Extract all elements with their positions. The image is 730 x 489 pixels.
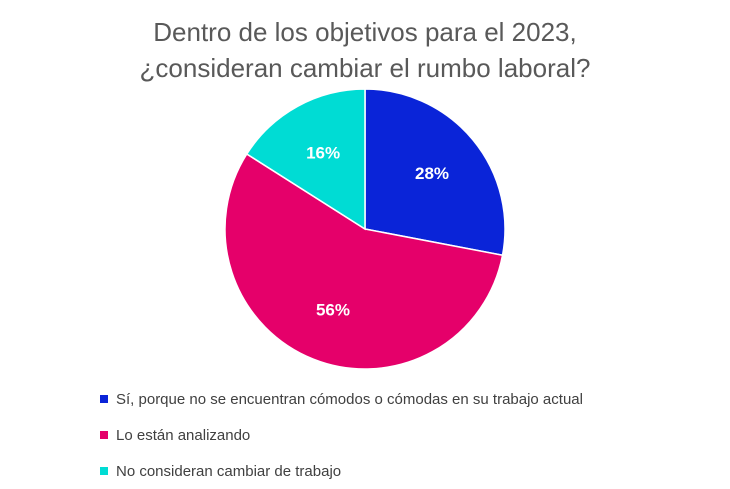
pie-data-labels: 28% 56% 16% [306, 143, 449, 319]
data-label-si: 28% [415, 164, 449, 183]
legend-label-no: No consideran cambiar de trabajo [116, 462, 342, 480]
legend-item-si: Sí, porque no se encuentran cómodos o có… [100, 381, 583, 417]
pie-slice-si [364, 88, 506, 257]
legend-item-no: No consideran cambiar de trabajo [100, 453, 583, 489]
pie-slice-analizando [224, 152, 504, 370]
chart-title-line-2: ¿consideran cambiar el rumbo laboral? [139, 53, 591, 83]
legend-item-analizando: Lo están analizando [100, 417, 583, 453]
data-label-no: 16% [306, 143, 340, 162]
legend-swatch-no [100, 467, 108, 475]
chart-title: Dentro de los objetivos para el 2023, ¿c… [0, 14, 730, 86]
data-label-analizando: 56% [316, 300, 350, 319]
pie-slices [224, 88, 506, 370]
chart-legend: Sí, porque no se encuentran cómodos o có… [100, 381, 583, 489]
legend-label-si: Sí, porque no se encuentran cómodos o có… [116, 390, 583, 408]
legend-swatch-analizando [100, 431, 108, 439]
legend-swatch-si [100, 395, 108, 403]
pie-slice-no [245, 88, 366, 231]
chart-title-line-1: Dentro de los objetivos para el 2023, [153, 17, 577, 47]
legend-label-analizando: Lo están analizando [116, 426, 251, 444]
